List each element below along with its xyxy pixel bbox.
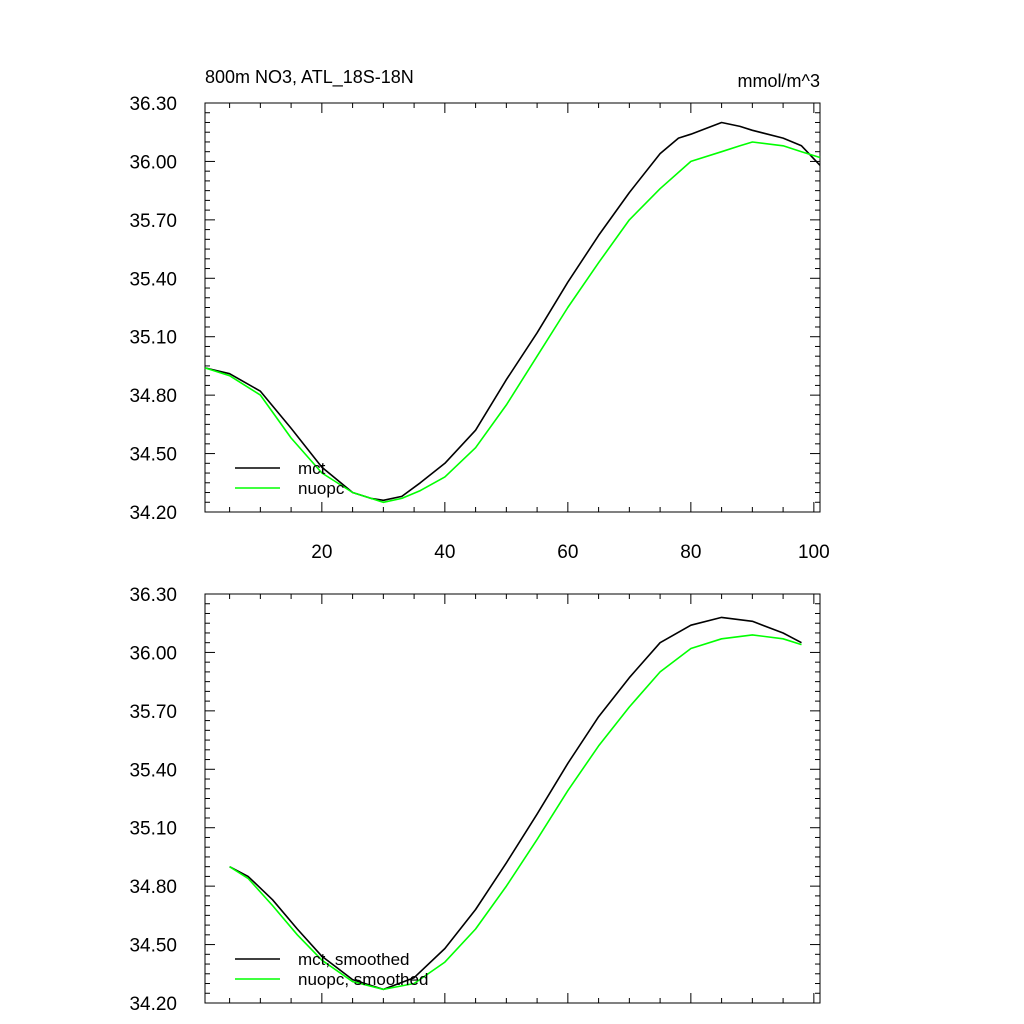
y-tick-label: 35.10	[129, 328, 177, 349]
plot-frame	[204, 593, 821, 1004]
series-line-mct	[204, 121, 821, 502]
x-tick-label: 20	[311, 542, 332, 563]
legend-label: nuopc, smoothed	[298, 970, 428, 989]
series-line-nuopc	[204, 141, 821, 504]
x-tick-label: 60	[557, 542, 578, 563]
x-tick-label: 100	[798, 542, 830, 563]
y-tick-label: 36.30	[129, 94, 177, 115]
y-tick-label: 34.20	[129, 994, 177, 1015]
series-line-nuopc-smoothed	[229, 634, 802, 991]
y-tick-label: 34.50	[129, 445, 177, 466]
x-tick-label: 80	[680, 542, 701, 563]
y-tick-label: 36.00	[129, 643, 177, 664]
legend-label: mct	[298, 459, 326, 478]
units-label: mmol/m^3	[738, 71, 820, 91]
y-tick-label: 35.70	[129, 702, 177, 723]
y-tick-label: 36.00	[129, 152, 177, 173]
chart-title: 800m NO3, ATL_18S-18N	[205, 67, 414, 88]
top-chart-panel: 800m NO3, ATL_18S-18N mmol/m^3 34.20 34.5…	[129, 67, 829, 563]
y-tick-label: 35.40	[129, 760, 177, 781]
y-tick-label: 34.50	[129, 936, 177, 957]
y-tick-label: 35.70	[129, 211, 177, 232]
y-tick-label: 34.80	[129, 877, 177, 898]
y-tick-label: 36.30	[129, 585, 177, 606]
x-tick-label: 40	[434, 542, 455, 563]
y-tick-label: 35.40	[129, 269, 177, 290]
y-tick-label: 35.10	[129, 819, 177, 840]
y-tick-label: 34.20	[129, 503, 177, 524]
series-line-mct-smoothed	[229, 616, 802, 991]
plot-frame	[204, 102, 821, 513]
y-tick-label: 34.80	[129, 386, 177, 407]
legend-label: mct, smoothed	[298, 950, 410, 969]
bottom-chart-panel: 34.20 34.50 34.80 35.10 35.40 35.70 36.00 36.30…	[129, 585, 821, 1015]
legend-label: nuopc	[298, 479, 345, 498]
